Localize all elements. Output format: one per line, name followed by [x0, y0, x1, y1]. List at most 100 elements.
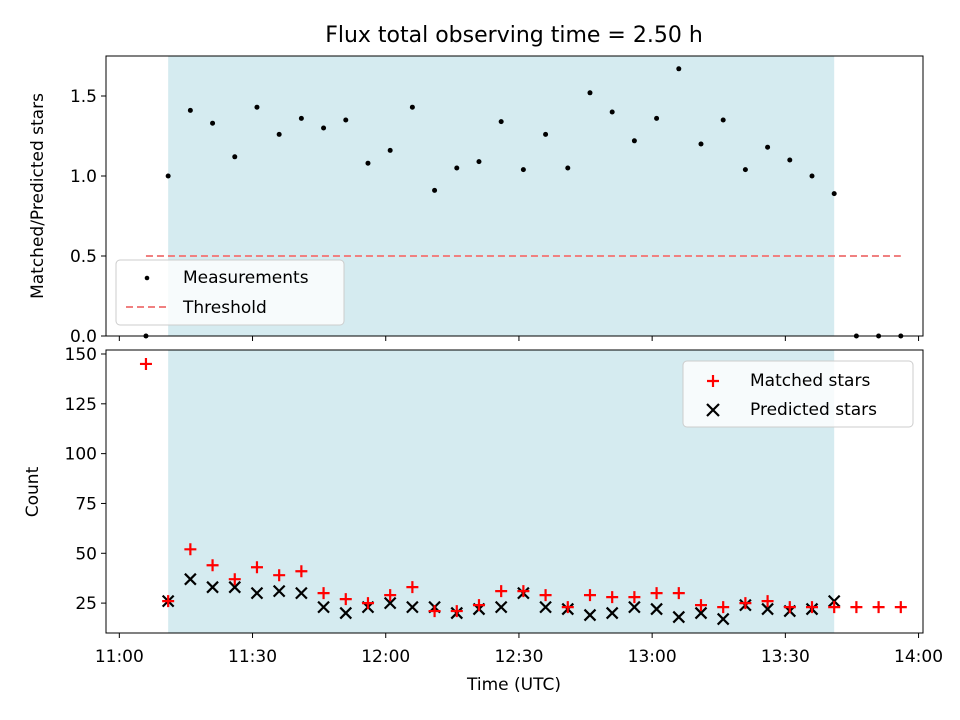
bottom-y-tick-label: 125	[65, 395, 97, 415]
predicted-star-marker	[272, 584, 286, 598]
measurement-point	[765, 144, 771, 150]
legend-matched-label: Matched stars	[750, 371, 870, 391]
measurement-point	[343, 117, 349, 123]
matched-star-marker	[561, 601, 574, 614]
matched-star-marker	[717, 601, 730, 614]
bottom-y-tick-label: 150	[65, 345, 97, 365]
matched-star-marker	[206, 559, 219, 572]
predicted-star-marker	[628, 600, 641, 614]
bottom-legend: Matched stars Predicted stars	[682, 360, 914, 428]
measurement-point	[631, 138, 637, 144]
matched-star-marker	[850, 601, 863, 614]
matched-star-marker	[672, 587, 685, 600]
top-y-tick-label: 0.0	[70, 327, 97, 347]
measurement-point	[321, 125, 327, 131]
measurement-point	[720, 117, 726, 123]
measurement-point	[454, 165, 460, 171]
predicted-star-marker	[494, 600, 508, 614]
legend-predicted-label: Predicted stars	[750, 400, 877, 420]
measurement-point	[609, 109, 615, 115]
matched-star-marker	[139, 357, 152, 370]
predicted-star-marker	[539, 600, 552, 614]
measurement-point	[298, 115, 304, 121]
x-tick-label: 12:30	[494, 647, 543, 667]
matched-star-marker	[339, 593, 352, 606]
measurement-point	[254, 104, 260, 110]
predicted-star-marker	[206, 580, 219, 594]
bottom-y-tick-label: 100	[65, 445, 97, 465]
measurement-point	[809, 173, 815, 179]
predicted-star-marker	[716, 612, 730, 626]
matched-star-marker	[583, 589, 596, 602]
legend-measurements-label: Measurements	[183, 268, 309, 288]
measurement-point	[520, 167, 526, 173]
x-tick-label: 13:30	[761, 647, 810, 667]
measurement-point	[409, 104, 415, 110]
top-legend-box	[115, 259, 345, 326]
matched-star-marker	[361, 597, 374, 610]
matched-star-marker	[495, 585, 508, 598]
matched-star-marker	[472, 599, 485, 612]
measurement-point	[232, 154, 238, 160]
x-tick-label: 14:00	[894, 647, 943, 667]
top-y-tick-label: 1.5	[70, 87, 97, 107]
predicted-star-marker	[650, 602, 663, 616]
matched-star-marker	[228, 573, 241, 586]
bottom-frame	[105, 349, 924, 634]
bottom-y-tick-label: 50	[75, 544, 97, 564]
matched-star-marker	[761, 595, 774, 608]
measurement-point	[187, 107, 193, 113]
x-tick-label: 11:30	[228, 647, 277, 667]
predicted-star-marker	[250, 586, 264, 600]
measurement-point	[432, 187, 438, 193]
matched-star-marker	[606, 591, 619, 604]
matched-star-marker	[628, 591, 641, 604]
measurement-point	[676, 66, 682, 72]
measurement-point	[276, 131, 282, 137]
legend-predicted-symbol	[706, 403, 720, 417]
measurement-point	[365, 160, 371, 166]
predicted-star-marker	[228, 580, 242, 594]
measurement-point	[165, 173, 171, 179]
matched-star-marker	[872, 601, 885, 614]
predicted-star-marker	[184, 572, 197, 586]
top-panel: 0.0 0.5 1.0 1.5 Matched/Predicted stars Mea…	[28, 55, 924, 347]
bottom-y-tick-label: 75	[75, 494, 97, 514]
bottom-marks	[139, 357, 907, 626]
predicted-star-marker	[761, 602, 774, 616]
measurement-point	[742, 167, 748, 173]
matched-star-marker	[739, 597, 752, 610]
matched-star-marker	[384, 589, 397, 602]
legend-threshold-label: Threshold	[182, 298, 267, 318]
measurement-point	[831, 191, 837, 197]
top-y-axis: 0.0 0.5 1.0 1.5	[70, 87, 106, 347]
top-marks	[143, 66, 904, 339]
top-y-axis-title: Matched/Predicted stars	[28, 93, 48, 299]
matched-star-marker	[317, 587, 330, 600]
bottom-y-axis-title: Count	[23, 466, 43, 517]
matched-star-marker	[694, 599, 707, 612]
x-tick-label: 12:00	[361, 647, 410, 667]
bottom-legend-box	[682, 360, 914, 428]
legend-matched-symbol	[707, 375, 719, 387]
matched-star-marker	[539, 589, 552, 602]
measurement-point	[654, 115, 660, 121]
matched-star-marker	[517, 585, 530, 598]
matched-star-marker	[406, 581, 419, 594]
legend-measurements-symbol	[144, 275, 150, 281]
predicted-star-marker	[339, 606, 353, 620]
top-y-tick-label: 0.5	[70, 247, 97, 267]
matched-star-marker	[184, 543, 197, 556]
matched-star-marker	[250, 561, 263, 574]
bottom-y-tick-label: 25	[75, 594, 97, 614]
predicted-star-marker	[605, 606, 619, 620]
matched-star-marker	[162, 595, 175, 608]
predicted-star-marker	[583, 608, 597, 622]
matched-star-marker	[805, 601, 818, 614]
predicted-star-marker	[672, 610, 686, 624]
bottom-y-axis: 25 50 75 100 125 150	[65, 345, 106, 614]
measurement-point	[565, 165, 571, 171]
predicted-star-marker	[406, 600, 419, 614]
matched-star-marker	[650, 587, 663, 600]
